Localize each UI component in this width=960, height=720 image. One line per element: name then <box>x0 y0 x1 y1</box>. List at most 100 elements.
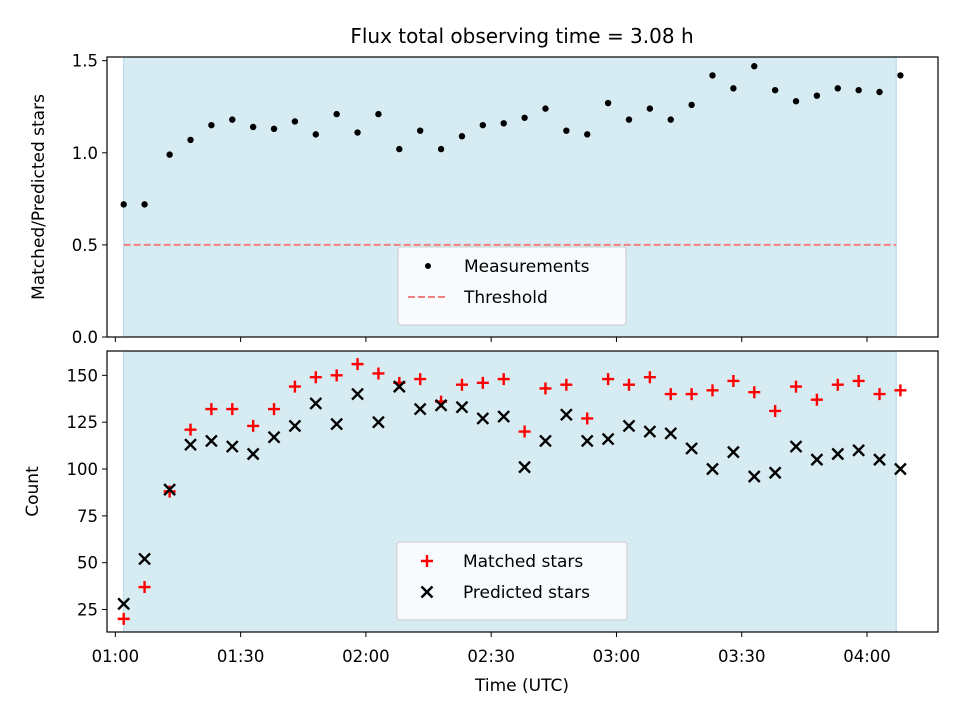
predicted-star-point <box>789 440 803 453</box>
matched-star-point <box>769 404 782 417</box>
matched-star-point <box>117 612 130 625</box>
measurement-point <box>751 63 758 70</box>
predicted-star-point <box>351 387 364 401</box>
measurement-point <box>249 123 257 131</box>
y-tick-label: 0.5 <box>72 236 98 255</box>
matched-star-point <box>268 403 281 416</box>
measurement-point <box>333 110 340 118</box>
predicted-star-point <box>372 415 385 429</box>
predicted-star-point <box>267 430 281 444</box>
measurement-point <box>730 85 737 92</box>
measurement-point <box>500 120 507 127</box>
matched-star-point <box>414 373 427 386</box>
matched-star-point <box>497 373 510 386</box>
predicted-star-point <box>706 462 719 476</box>
predicted-star-point <box>138 552 151 566</box>
count-panel: 25 50 75 100 125 150 01:00 01:30 02:00 02:30 03:00… <box>67 350 939 666</box>
legend-label: Matched stars <box>463 552 583 572</box>
predicted-star-point <box>455 400 469 414</box>
matched-star-point <box>309 371 322 384</box>
x-tick-label: 03:00 <box>593 647 641 666</box>
matched-star-point <box>852 374 865 387</box>
measurement-point <box>834 85 841 92</box>
matched-star-point <box>602 373 615 386</box>
measurement-point <box>521 114 528 121</box>
matched-star-point <box>138 581 151 594</box>
matched-star-point <box>894 384 907 397</box>
matched-star-point <box>205 403 218 416</box>
predicted-star-point <box>664 427 678 440</box>
predicted-star-point <box>580 434 594 448</box>
measurement-point <box>479 121 487 129</box>
legend-label: Predicted stars <box>463 583 590 603</box>
predicted-star-point <box>117 597 131 611</box>
measurement-point <box>187 136 194 144</box>
y-tick-label: 25 <box>77 601 98 620</box>
matched-star-point <box>455 378 468 391</box>
matched-star-point <box>622 378 635 391</box>
y-tick-label: 1.5 <box>72 52 98 71</box>
matched-star-point <box>184 423 197 436</box>
legend-marker <box>424 263 431 269</box>
matched-star-point <box>226 403 239 416</box>
matched-star-point <box>247 419 260 432</box>
matched-star-point <box>351 358 364 371</box>
matched-star-point <box>581 412 594 425</box>
matched-star-point <box>685 388 698 401</box>
predicted-star-point <box>225 440 239 453</box>
bottom-y-axis-label: Count <box>23 466 43 517</box>
ratio-panel: 0.0 0.5 1.0 1.5 Measurements Threshold <box>72 52 939 347</box>
predicted-star-point <box>747 470 761 483</box>
legend-label: Threshold <box>463 288 548 308</box>
measurement-point <box>270 125 278 133</box>
matched-star-point <box>748 386 761 399</box>
measurement-point <box>312 131 319 138</box>
matched-star-point <box>873 388 886 401</box>
legend-marker <box>420 555 433 567</box>
predicted-star-point <box>601 432 615 446</box>
predicted-star-point <box>894 462 907 476</box>
measurement-point <box>563 127 570 134</box>
matched-star-point <box>372 367 385 380</box>
matched-star-point <box>476 376 489 389</box>
predicted-star-point <box>205 434 218 448</box>
predicted-star-point <box>309 397 323 410</box>
measurement-point <box>120 201 127 208</box>
measurement-point <box>709 72 716 79</box>
y-tick-label: 0.0 <box>72 328 98 347</box>
predicted-star-point <box>539 434 552 448</box>
measurement-point <box>604 99 612 107</box>
predicted-star-point <box>413 402 427 416</box>
measurement-point <box>897 72 904 79</box>
predicted-star-point <box>559 408 573 422</box>
measurement-point <box>625 116 633 123</box>
predicted-star-point <box>497 410 511 423</box>
predicted-star-point <box>246 447 260 461</box>
measurement-point <box>771 86 779 94</box>
chart-title: Flux total observing time = 3.08 h <box>350 24 693 48</box>
measurement-point <box>354 129 361 136</box>
predicted-star-point <box>643 425 657 438</box>
matched-star-point <box>831 378 844 391</box>
predicted-star-point <box>852 443 866 457</box>
matched-star-point <box>790 380 803 393</box>
matched-star-point <box>664 388 677 401</box>
legend-box <box>396 541 628 621</box>
x-tick-label: 02:00 <box>342 647 390 666</box>
measurement-point <box>792 98 800 105</box>
predicted-star-point <box>518 460 531 474</box>
predicted-star-point <box>392 380 406 393</box>
predicted-star-point <box>184 438 197 452</box>
predicted-star-point <box>330 417 344 431</box>
measurement-point <box>584 131 591 138</box>
matched-star-point <box>330 369 343 382</box>
x-axis-label: Time (UTC) <box>474 676 569 696</box>
measurement-point <box>458 133 466 140</box>
predicted-star-point <box>476 412 490 425</box>
measurement-point <box>416 127 424 134</box>
y-tick-label: 150 <box>67 366 99 385</box>
y-tick-label: 125 <box>67 413 99 432</box>
x-tick-label: 04:00 <box>843 647 891 666</box>
legend-marker <box>420 585 434 599</box>
